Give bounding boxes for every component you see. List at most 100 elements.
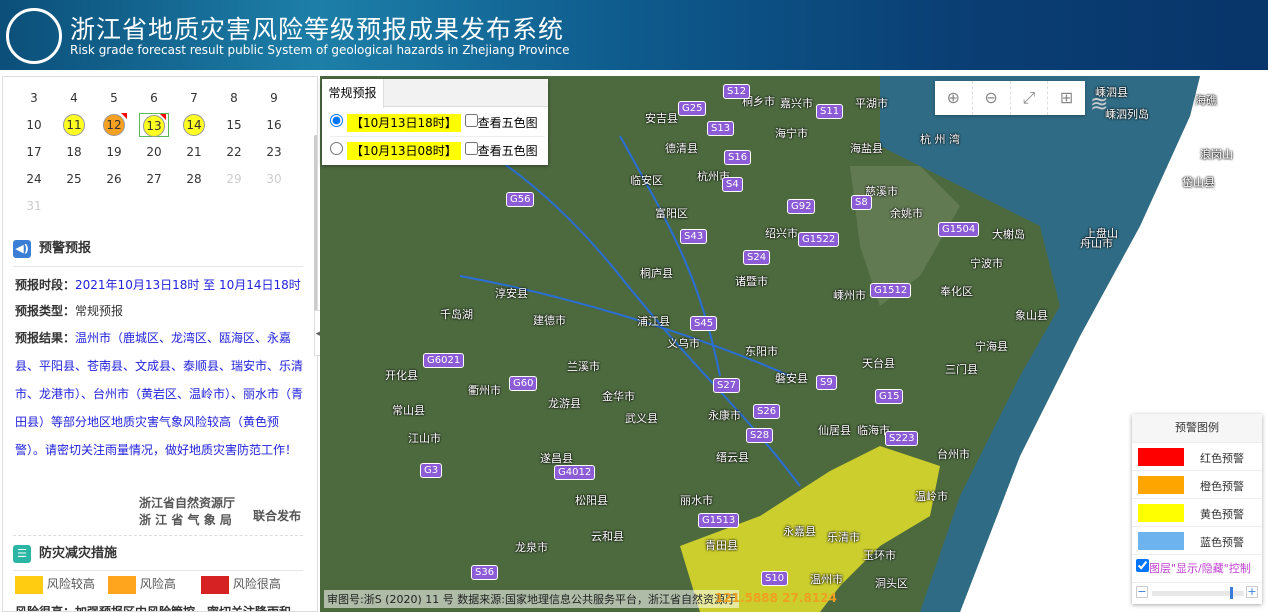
page-title: 浙江省地质灾害风险等级预报成果发布系统 <box>70 15 565 44</box>
layers-icon[interactable]: ≋ <box>1090 92 1109 117</box>
day-number: 7 <box>190 91 198 105</box>
calendar-day[interactable]: 28 <box>179 167 209 191</box>
flag-marker <box>121 113 127 119</box>
map-place-label: 嘉兴市 <box>780 97 813 110</box>
map-place-label: 台州市 <box>937 448 970 461</box>
calendar-day[interactable]: 18 <box>59 140 89 164</box>
layer-toggle-checkbox[interactable] <box>1136 559 1149 572</box>
layer-toggle[interactable]: 图层"显示/隐藏"控制 <box>1132 554 1262 582</box>
map[interactable]: 桐乡市 嘉兴市 平湖市 安吉县 海宁市 德清县 海盐县 临安区 杭州市 慈溪市 余姚市 富阳区 绍兴市舟… <box>320 76 1268 612</box>
highway-shield: G4012 <box>554 465 596 480</box>
tab-regular-forecast[interactable]: 常规预报 <box>322 79 384 108</box>
calendar-day[interactable]: 25 <box>59 167 89 191</box>
calendar-day[interactable]: 17 <box>19 140 49 164</box>
forecast-radio[interactable] <box>330 142 343 155</box>
legend-label: 蓝色预警 <box>1200 536 1244 549</box>
risk-label: 风险高 <box>139 577 176 591</box>
legend-panel: 预警图例 红色预警 橙色预警 黄色预警 蓝色预警 图层"显示/隐藏"控制 − + <box>1132 414 1262 604</box>
map-place-label: 天台县 <box>862 357 895 370</box>
calendar-day[interactable]: 4 <box>59 86 89 110</box>
day-number: 12 <box>103 114 125 136</box>
map-place-label: 淳安县 <box>495 287 528 300</box>
calendar-day[interactable]: 11 <box>59 113 89 137</box>
highway-shield: G1513 <box>698 513 740 528</box>
calendar-day[interactable]: 9 <box>259 86 289 110</box>
day-number: 6 <box>150 91 158 105</box>
map-place-label: 建德市 <box>533 314 566 327</box>
calendar-day[interactable]: 8 <box>219 86 249 110</box>
calendar-day[interactable]: 20 <box>139 140 169 164</box>
zoom-in-icon[interactable]: ⊕ <box>935 81 973 115</box>
calendar-day[interactable]: 16 <box>259 113 289 137</box>
day-number: 21 <box>186 145 202 159</box>
header: 浙江省地质灾害风险等级预报成果发布系统 Risk grade forecast … <box>0 0 1268 70</box>
scrollbar[interactable] <box>314 135 317 315</box>
calendar-day[interactable]: 27 <box>139 167 169 191</box>
map-place-label: 永康市 <box>708 409 741 422</box>
forecast-radio[interactable] <box>330 114 343 127</box>
map-place-label: 诸暨市 <box>735 275 768 288</box>
risk-swatch <box>201 575 229 594</box>
result-label: 预报结果： <box>15 331 76 345</box>
calendar-day[interactable]: 19 <box>99 140 129 164</box>
calendar-day[interactable]: 26 <box>99 167 129 191</box>
map-place-label: 德清县 <box>665 142 698 155</box>
calendar-day[interactable]: 24 <box>19 167 49 191</box>
day-number: 27 <box>146 172 162 186</box>
calendar-day[interactable]: 7 <box>179 86 209 110</box>
speaker-icon: ◀) <box>13 239 31 258</box>
day-number: 26 <box>106 172 122 186</box>
coordinate-readout: 121.5888 27.8124 <box>715 591 837 605</box>
calendar-day[interactable]: 22 <box>219 140 249 164</box>
day-number: 23 <box>266 145 282 159</box>
day-number: 17 <box>26 145 42 159</box>
highway-shield: S12 <box>723 84 751 99</box>
highway-shield: S13 <box>707 121 735 136</box>
day-number: 25 <box>66 172 82 186</box>
forecast-option[interactable]: 【10月13日18时】 查看五色图 <box>330 109 545 137</box>
map-place-label: 平湖市 <box>855 97 888 110</box>
calendar-day[interactable]: 31 <box>19 194 49 218</box>
map-place-label: 余姚市 <box>890 207 923 220</box>
forecast-panel: 常规预报 【10月13日18时】 查看五色图 【10月13日08时】 查看五色图 <box>322 79 548 165</box>
day-number: 30 <box>266 172 282 186</box>
calendar-day[interactable]: 15 <box>219 113 249 137</box>
calendar-day[interactable]: 5 <box>99 86 129 110</box>
highway-shield: S24 <box>743 250 771 265</box>
calendar-day[interactable]: 10 <box>19 113 49 137</box>
highway-shield: G1522 <box>798 232 840 247</box>
calendar-day[interactable]: 23 <box>259 140 289 164</box>
calendar-day[interactable]: 30 <box>259 167 289 191</box>
calendar-day[interactable]: 14 <box>179 113 209 137</box>
highway-shield: S43 <box>680 229 708 244</box>
day-number: 18 <box>66 145 82 159</box>
calendar-day[interactable]: 21 <box>179 140 209 164</box>
day-number: 3 <box>30 91 38 105</box>
map-place-label: 温州市 <box>810 573 843 586</box>
calendar-day[interactable]: 29 <box>219 167 249 191</box>
select-area-icon[interactable]: ⊞ <box>1059 88 1074 107</box>
risk-level: 风险高 <box>108 575 176 594</box>
plus-icon[interactable]: + <box>1246 585 1258 598</box>
calendar-day[interactable]: 12 <box>99 113 129 137</box>
map-place-label: 嵊泗列岛 <box>1105 108 1149 121</box>
slider-track[interactable] <box>1152 591 1244 596</box>
legend-title: 预警图例 <box>1132 414 1262 442</box>
layer-toggle-label: 图层"显示/隐藏"控制 <box>1149 562 1251 575</box>
zoom-out-icon[interactable]: ⊖ <box>973 81 1011 115</box>
five-color-checkbox[interactable] <box>464 142 478 155</box>
opacity-slider[interactable]: − + <box>1132 582 1262 604</box>
calendar-day[interactable]: 13 <box>139 113 169 137</box>
highway-shield: S10 <box>761 571 789 586</box>
day-number: 16 <box>266 118 282 132</box>
map-place-label: 洞头区 <box>875 577 908 590</box>
day-number: 11 <box>63 114 85 136</box>
legend-swatch <box>1138 476 1184 494</box>
calendar-day[interactable]: 6 <box>139 86 169 110</box>
full-extent-icon[interactable]: ⤢ <box>1011 81 1049 115</box>
forecast-option[interactable]: 【10月13日08时】 查看五色图 <box>330 137 545 165</box>
minus-icon[interactable]: − <box>1136 585 1148 598</box>
five-color-checkbox[interactable] <box>464 114 478 127</box>
slider-thumb[interactable] <box>1230 587 1234 599</box>
calendar-day[interactable]: 3 <box>19 86 49 110</box>
